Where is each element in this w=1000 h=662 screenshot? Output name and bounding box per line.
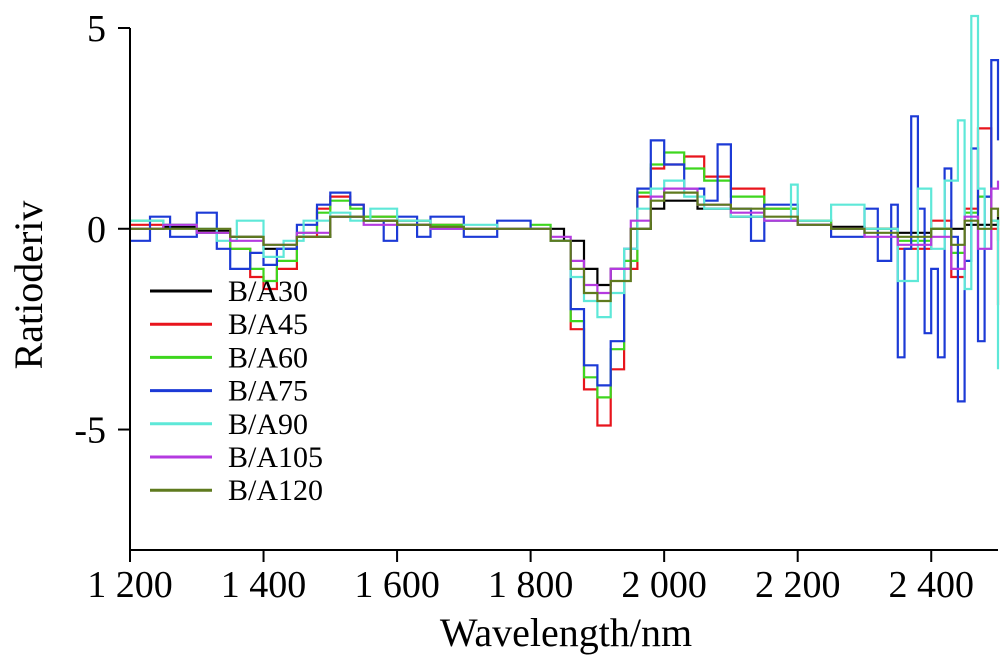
y-tick-label: -5 <box>74 410 106 452</box>
legend-label-6: B/A120 <box>228 474 323 507</box>
x-tick-label: 1 400 <box>221 564 307 606</box>
y-tick-label: 0 <box>87 209 106 251</box>
y-axis-title: Ratioderiv <box>6 201 51 370</box>
legend-label-4: B/A90 <box>228 408 308 441</box>
legend-label-2: B/A60 <box>228 341 308 374</box>
legend-label-0: B/A30 <box>228 275 308 308</box>
y-tick-label: 5 <box>87 8 106 50</box>
x-tick-label: 1 800 <box>488 564 574 606</box>
x-tick-label: 2 200 <box>755 564 841 606</box>
x-tick-label: 2 000 <box>621 564 707 606</box>
axes-layer <box>129 28 998 551</box>
x-axis-title: Wavelength/nm <box>440 610 692 655</box>
series-line-6 <box>130 191 1000 303</box>
x-tick-label: 2 400 <box>888 564 974 606</box>
legend-label-5: B/A105 <box>228 441 323 474</box>
ticks-layer: 1 200 1 400 1 600 1 800 2 000 2 200 2 400 5 0 -5 <box>74 8 974 606</box>
legend-label-1: B/A45 <box>228 308 308 341</box>
series-line-3 <box>130 59 1000 403</box>
legend-label-3: B/A75 <box>228 375 308 408</box>
x-tick-label: 1 200 <box>87 564 173 606</box>
series-line-0 <box>130 199 1000 287</box>
x-tick-label: 1 600 <box>354 564 440 606</box>
series-layer <box>130 14 1000 427</box>
